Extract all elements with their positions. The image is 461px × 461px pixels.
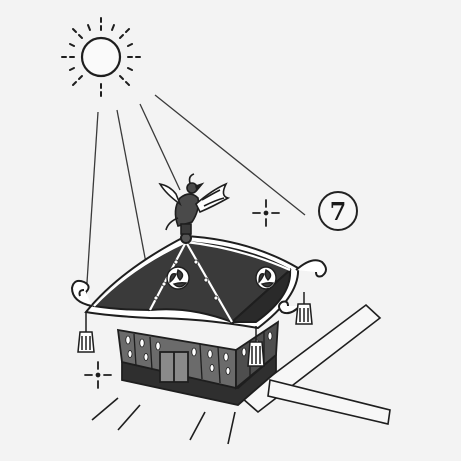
warabite-curl-left bbox=[70, 279, 93, 307]
sun-icon bbox=[61, 17, 141, 97]
tomoe-crest-icon bbox=[255, 266, 277, 290]
phoenix-ornament-icon bbox=[158, 173, 231, 235]
tomoe-crest-icon bbox=[166, 266, 190, 290]
sparkle-icon bbox=[252, 199, 280, 227]
step-number-badge: 7 bbox=[318, 191, 358, 231]
carrying-poles bbox=[91, 303, 391, 445]
ridge-beads bbox=[153, 259, 219, 301]
shrine-roof bbox=[84, 232, 300, 330]
wall-ornaments bbox=[125, 331, 273, 375]
tassel-icon bbox=[77, 312, 95, 353]
warabite-curl-right bbox=[278, 259, 327, 315]
tassel-icon bbox=[295, 292, 313, 325]
sparkle-icon bbox=[84, 361, 112, 389]
tassel-icon bbox=[247, 326, 265, 367]
